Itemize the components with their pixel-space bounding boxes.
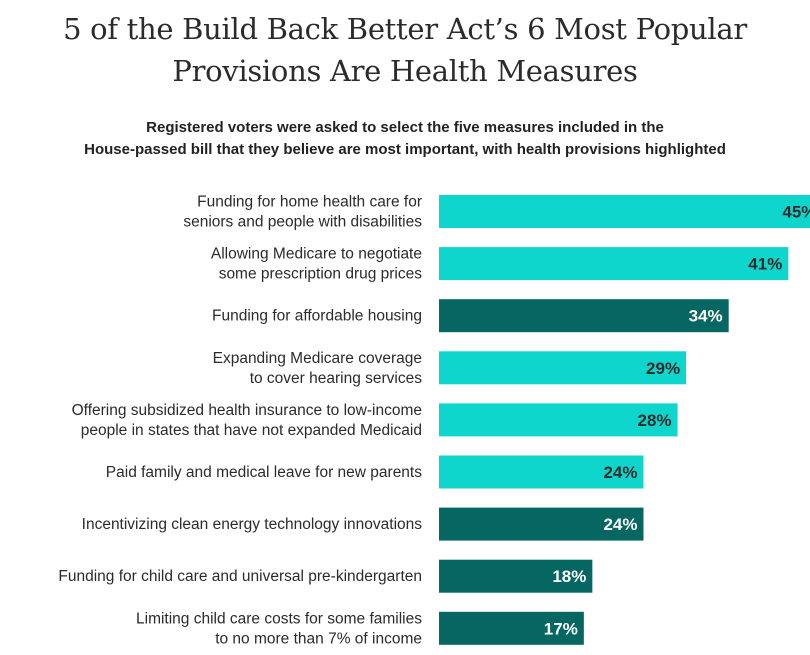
category-label: some prescription drug prices bbox=[219, 266, 423, 283]
bar bbox=[439, 299, 729, 333]
chart-subtitle: Registered voters were asked to select t… bbox=[0, 117, 810, 161]
category-label: Funding for child care and universal pre… bbox=[58, 568, 422, 585]
bar bbox=[439, 559, 593, 593]
data-label: 24% bbox=[603, 463, 637, 482]
data-label: 45% bbox=[782, 203, 810, 222]
data-label: 17% bbox=[544, 619, 578, 638]
category-label: Incentivizing clean energy technology in… bbox=[82, 516, 423, 533]
data-label: 24% bbox=[603, 515, 637, 534]
category-label: Expanding Medicare coverage bbox=[213, 350, 422, 367]
category-label: Offering subsidized health insurance to … bbox=[72, 402, 422, 419]
category-label: Allowing Medicare to negotiate bbox=[211, 246, 422, 263]
bar bbox=[439, 611, 584, 645]
title-line: Provisions Are Health Measures bbox=[172, 54, 638, 88]
chart-title: 5 of the Build Back Better Act’s 6 Most … bbox=[0, 8, 810, 92]
bar bbox=[439, 507, 644, 541]
category-label: seniors and people with disabilities bbox=[183, 214, 422, 231]
category-label: to no more than 7% of income bbox=[215, 630, 422, 647]
subtitle-line: House-passed bill that they believe are … bbox=[84, 141, 726, 158]
data-label: 34% bbox=[689, 307, 723, 326]
category-label: people in states that have not expanded … bbox=[81, 422, 422, 439]
bar bbox=[439, 403, 678, 437]
data-label: 28% bbox=[638, 411, 672, 430]
bar bbox=[439, 455, 644, 489]
category-label: Paid family and medical leave for new pa… bbox=[106, 464, 422, 481]
data-label: 29% bbox=[646, 359, 680, 378]
bar bbox=[439, 195, 810, 228]
bar bbox=[439, 351, 687, 385]
category-label: Funding for affordable housing bbox=[212, 308, 422, 325]
bar bbox=[439, 247, 789, 281]
data-label: 18% bbox=[552, 567, 586, 586]
title-line: 5 of the Build Back Better Act’s 6 Most … bbox=[63, 12, 747, 46]
category-label: to cover hearing services bbox=[250, 370, 423, 387]
category-label: Limiting child care costs for some famil… bbox=[136, 610, 422, 627]
category-label: Funding for home health care for bbox=[197, 194, 422, 211]
subtitle-line: Registered voters were asked to select t… bbox=[146, 119, 664, 136]
data-label: 41% bbox=[748, 255, 782, 274]
